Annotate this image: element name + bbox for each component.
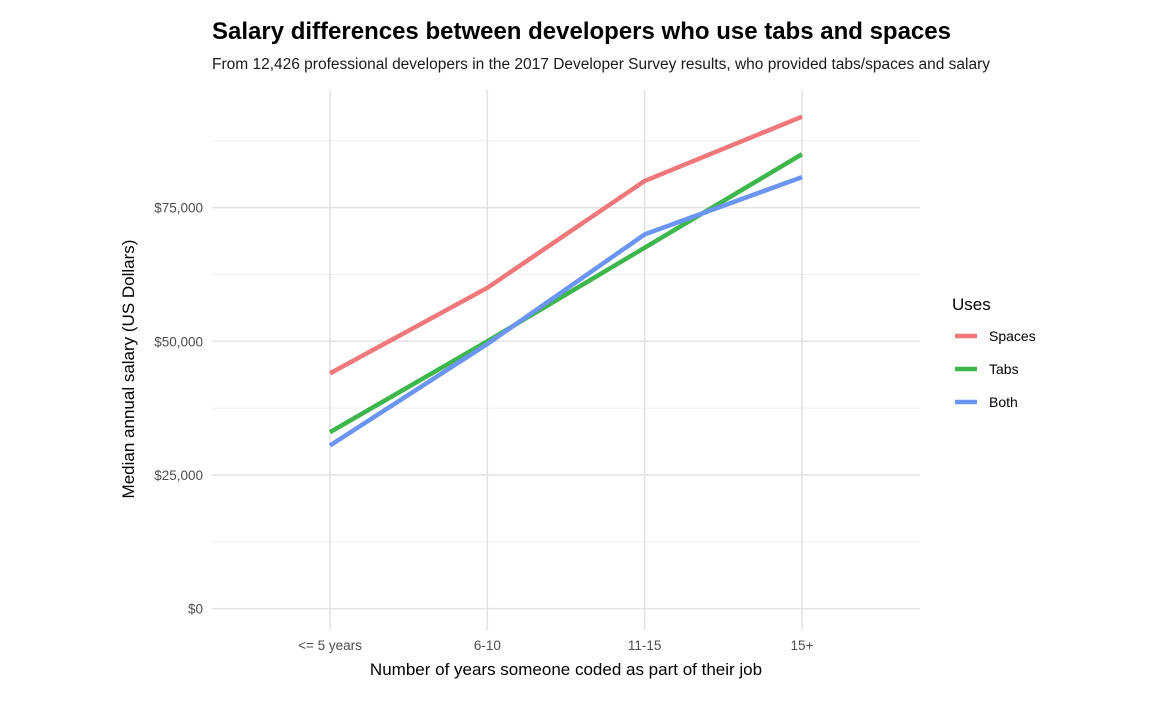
- legend-label-both: Both: [989, 394, 1018, 410]
- x-tick-label: <= 5 years: [298, 638, 362, 653]
- series-line-tabs: [328, 152, 804, 435]
- y-tick-label: $25,000: [154, 468, 203, 483]
- legend-label-spaces: Spaces: [989, 328, 1036, 344]
- x-axis-title: Number of years someone coded as part of…: [370, 660, 762, 679]
- y-axis-title: Median annual salary (US Dollars): [119, 240, 138, 499]
- series-line-spaces: [328, 114, 803, 376]
- x-axis-ticks: <= 5 years 6-10 11-15 15+: [298, 638, 813, 653]
- y-tick-label: $50,000: [154, 334, 203, 349]
- chart-subtitle: From 12,426 professional developers in t…: [212, 56, 991, 73]
- y-tick-label: $75,000: [154, 201, 203, 216]
- major-gridlines: [212, 90, 920, 630]
- series-lines: [328, 114, 804, 448]
- x-tick-label: 15+: [791, 638, 814, 653]
- legend-title: Uses: [952, 295, 991, 314]
- x-tick-label: 6-10: [474, 638, 501, 653]
- x-tick-label: 11-15: [628, 638, 662, 653]
- chart-title: Salary differences between developers wh…: [212, 18, 951, 45]
- legend: Uses Spaces Tabs Both: [952, 295, 1036, 410]
- series-line-both: [328, 174, 803, 448]
- legend-label-tabs: Tabs: [989, 361, 1019, 377]
- y-axis-ticks: $0 $25,000 $50,000 $75,000: [154, 201, 203, 617]
- y-tick-label: $0: [188, 602, 203, 617]
